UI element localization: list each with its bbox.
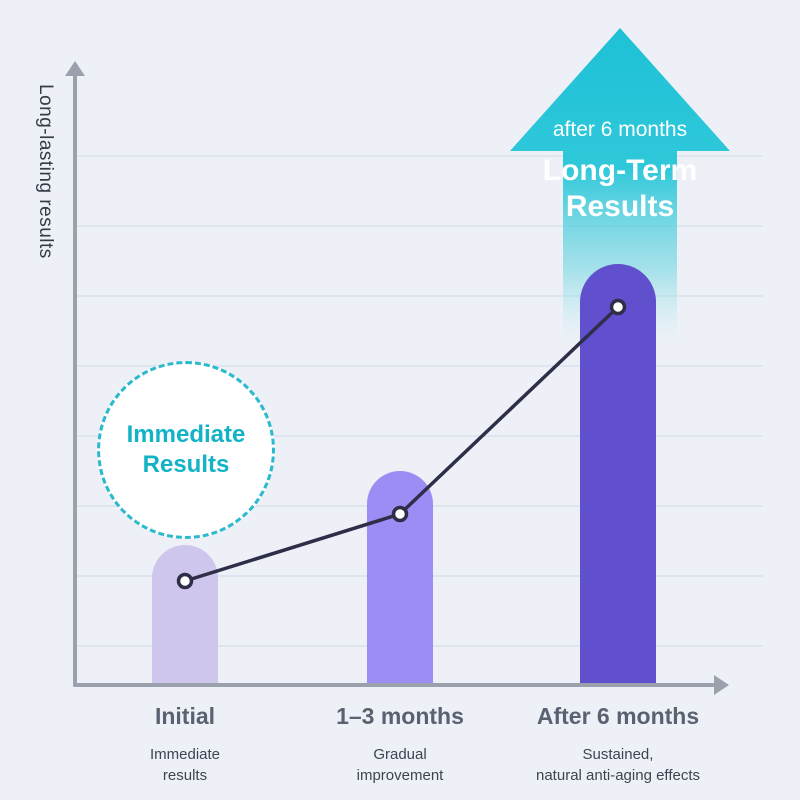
arrow-title-line2: Results xyxy=(566,190,674,223)
category-sublabel: Immediate results xyxy=(149,746,221,784)
gridline xyxy=(77,155,763,157)
x-axis xyxy=(73,675,729,695)
immediate-results-badge: Immediate Results xyxy=(97,361,275,539)
category-label: After 6 months xyxy=(536,703,700,729)
gridline xyxy=(77,295,763,297)
arrow-title-line1: Long-Term xyxy=(543,154,697,187)
category-sublabel: Sustained, natural anti-aging effects xyxy=(536,746,700,784)
category-sublabel: Gradual improvement xyxy=(356,746,444,784)
badge-line1: Immediate xyxy=(126,421,246,448)
x-label-group: Initial Immediate results xyxy=(45,703,325,786)
x-label-group: 1–3 months Gradual improvement xyxy=(260,703,540,786)
arrow-subtitle: after 6 months xyxy=(553,118,687,141)
bar-0 xyxy=(152,545,218,685)
y-axis-label: Long-lasting results xyxy=(35,84,56,259)
y-axis-arrowhead xyxy=(65,61,85,76)
category-label: Initial xyxy=(154,703,216,729)
category-label: 1–3 months xyxy=(336,703,464,729)
badge-line2: Results xyxy=(142,451,230,478)
gridline xyxy=(77,225,763,227)
bar-2 xyxy=(580,264,656,685)
y-axis xyxy=(65,61,85,687)
bar-1 xyxy=(367,471,433,685)
x-label-group: After 6 months Sustained, natural anti-agi… xyxy=(478,703,758,786)
x-axis-arrowhead xyxy=(714,675,729,695)
